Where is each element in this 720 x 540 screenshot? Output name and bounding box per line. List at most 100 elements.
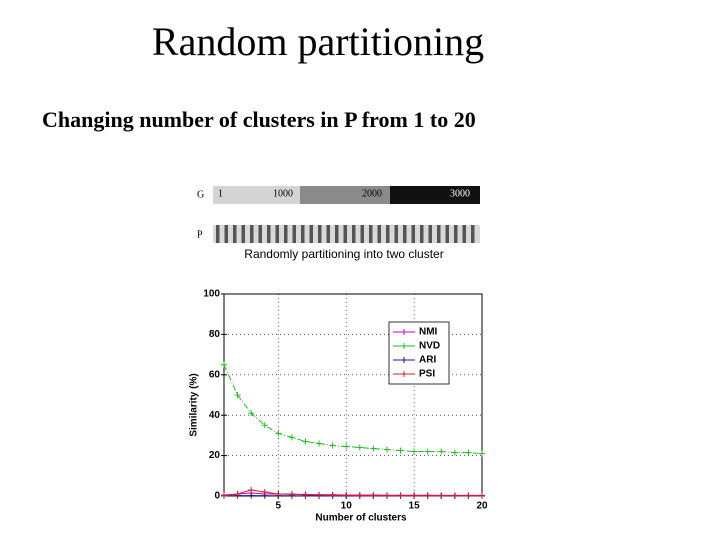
slide-subtitle: Changing number of clusters in P from 1 … (42, 107, 476, 132)
point-marker (479, 450, 485, 457)
p-stripe (386, 225, 390, 243)
point-marker (302, 438, 309, 445)
point-marker (397, 492, 404, 499)
legend-label: PSI (419, 369, 435, 380)
p-stripe (326, 225, 330, 243)
point-marker (411, 492, 418, 499)
p-stripe (462, 225, 466, 243)
point-marker (370, 445, 377, 452)
p-label: P (197, 229, 203, 240)
p-stripe (437, 225, 441, 243)
point-marker (275, 430, 282, 437)
p-stripe (411, 225, 415, 243)
p-stripe (250, 225, 254, 243)
x-axis-label: Number of clusters (315, 513, 407, 524)
g-tick: 1000 (273, 188, 293, 199)
point-marker (261, 422, 268, 429)
point-marker (424, 492, 431, 499)
diagram-caption: Randomly partitioning into two cluster (244, 247, 443, 261)
g-segment (300, 186, 390, 204)
p-stripe (241, 225, 245, 243)
point-marker (329, 492, 336, 499)
g-segment (213, 186, 300, 204)
point-marker (370, 492, 377, 499)
point-marker (221, 493, 227, 499)
legend-label: NMI (419, 327, 438, 338)
point-marker (479, 492, 485, 499)
p-stripe (284, 225, 288, 243)
g-tick: 2000 (362, 188, 382, 199)
p-stripe (403, 225, 407, 243)
point-marker (234, 392, 241, 398)
y-tick-label: 60 (209, 369, 221, 380)
point-marker (397, 447, 404, 454)
p-stripe (394, 225, 398, 243)
point-marker (221, 361, 227, 368)
point-marker (411, 448, 418, 455)
point-marker (383, 492, 390, 499)
point-marker (316, 491, 323, 498)
p-stripe (301, 225, 305, 243)
x-tick-label: 10 (341, 501, 353, 512)
point-marker (275, 490, 282, 497)
p-stripe (258, 225, 262, 243)
point-marker (329, 442, 336, 449)
point-marker (383, 446, 390, 453)
p-stripe (343, 225, 347, 243)
series-line (223, 364, 483, 455)
p-stripe (352, 225, 356, 243)
point-marker (424, 448, 431, 455)
p-stripe (360, 225, 364, 243)
p-stripe (224, 225, 228, 243)
point-marker (316, 440, 323, 447)
p-stripe (335, 225, 339, 243)
g-label: G (197, 189, 204, 200)
g-tick: 3000 (450, 188, 470, 199)
point-marker (234, 490, 241, 497)
p-stripes (216, 225, 475, 243)
legend-marker (401, 357, 407, 363)
p-stripe (318, 225, 322, 243)
y-tick-label: 0 (214, 491, 220, 502)
point-marker (288, 434, 295, 441)
p-stripe (420, 225, 424, 243)
legend-marker (401, 343, 407, 349)
y-axis-label: Similarity (%) (189, 373, 200, 436)
p-stripe (216, 225, 220, 243)
p-stripe (267, 225, 271, 243)
p-stripe (454, 225, 458, 243)
point-marker (438, 448, 445, 455)
point-marker (465, 492, 472, 499)
point-marker (248, 492, 255, 499)
point-marker (451, 492, 458, 499)
legend-label: NVD (419, 341, 440, 352)
p-stripe (377, 225, 381, 243)
p-stripe (369, 225, 373, 243)
point-marker (248, 410, 255, 417)
legend-marker (401, 371, 407, 377)
y-tick-label: 100 (203, 289, 220, 300)
point-marker (465, 449, 472, 456)
chart: 0 20 40 60 80 100 5 10 15 20 Number of clusters Sim… (189, 289, 488, 524)
p-stripe (309, 225, 313, 243)
y-tick-label: 80 (209, 329, 221, 340)
p-stripe (233, 225, 237, 243)
p-stripe (292, 225, 296, 243)
g-tick: 1 (218, 188, 223, 199)
point-marker (438, 492, 445, 499)
point-marker (248, 486, 255, 493)
point-marker (261, 488, 268, 495)
y-tick-label: 20 (209, 450, 221, 461)
point-marker (302, 491, 309, 498)
p-stripe (428, 225, 432, 243)
partition-diagram: G 1 1000 2000 3000 P Randomly partitioni… (197, 186, 480, 261)
p-stripe (445, 225, 449, 243)
point-marker (451, 449, 458, 456)
legend-label: ARI (419, 355, 436, 366)
point-marker (356, 444, 363, 451)
point-marker (288, 490, 295, 497)
p-stripe (275, 225, 279, 243)
point-marker (343, 443, 350, 450)
